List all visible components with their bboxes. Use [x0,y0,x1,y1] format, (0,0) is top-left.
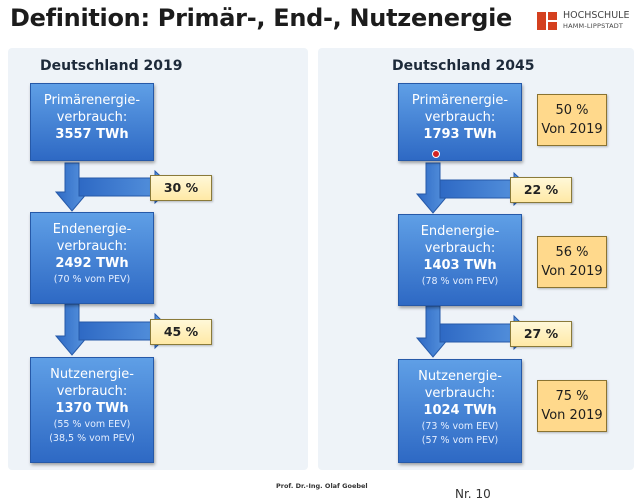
arrow-left-2 [54,303,173,356]
university-logo: HOCHSCHULE HAMM-LIPPSTADT [537,10,637,36]
logo-line1: HOCHSCHULE [563,10,630,21]
primary-label-2: verbrauch: [424,110,496,125]
useful-label-2: verbrauch: [424,386,496,401]
primary-label-2: verbrauch: [56,110,128,125]
final-value: 2492 TWh [55,256,129,271]
logo-mark-icon [537,12,559,30]
useful-value: 1370 TWh [55,401,129,416]
comparison-box-final: 56 % Von 2019 [537,236,607,288]
heading-2045: Deutschland 2045 [392,58,535,74]
final-label-1: Endenergie- [52,222,132,237]
author-footer: Prof. Dr.-Ing. Olaf Goebel [276,482,368,490]
pointer-dot [432,150,440,158]
comparison-ref: Von 2019 [541,122,603,137]
useful-value: 1024 TWh [423,403,497,418]
final-box-2045: Endenergie- verbrauch: 1403 TWh (78 % vo… [398,214,522,306]
arrow-left-1 [54,162,173,212]
final-note: (70 % vom PEV) [53,274,131,285]
loss-box-2045-2: 27 % [510,321,572,347]
comparison-box-primary: 50 % Von 2019 [537,94,607,146]
loss-box-2045-1: 22 % [510,177,572,203]
comparison-percent: 50 % [555,103,589,118]
comparison-ref: Von 2019 [541,264,603,279]
useful-label-1: Nutzenergie- [418,369,502,384]
useful-box-2045: Nutzenergie- verbrauch: 1024 TWh (73 % v… [398,359,522,463]
useful-label-1: Nutzenergie- [50,367,134,382]
heading-2019: Deutschland 2019 [40,58,183,74]
arrow-right-1 [415,162,532,214]
useful-box-2019: Nutzenergie- verbrauch: 1370 TWh (55 % v… [30,357,154,463]
slide-title: Definition: Primär-, End-, Nutzenergie [10,4,512,32]
final-label-1: Endenergie- [420,224,500,239]
primary-value: 3557 TWh [55,127,129,142]
final-value: 1403 TWh [423,258,497,273]
useful-label-2: verbrauch: [56,384,128,399]
comparison-percent: 56 % [555,245,589,260]
primary-label-1: Primärenergie- [411,93,509,108]
loss-box-2019-2: 45 % [150,319,212,345]
primary-label-1: Primärenergie- [43,93,141,108]
useful-note-1: (55 % vom EEV) [53,419,131,430]
useful-note-2: (38,5 % vom PEV) [49,433,135,444]
final-label-2: verbrauch: [424,241,496,256]
slide-number: Nr. 10 [455,487,491,501]
final-note: (78 % vom PEV) [421,276,499,287]
comparison-ref: Von 2019 [541,408,603,423]
useful-note-1: (73 % vom EEV) [421,421,499,432]
comparison-percent: 75 % [555,389,589,404]
comparison-box-useful: 75 % Von 2019 [537,380,607,432]
useful-note-2: (57 % vom PEV) [421,435,499,446]
primary-value: 1793 TWh [423,127,497,142]
logo-line2: HAMM-LIPPSTADT [563,22,624,30]
primary-box-2019: Primärenergie- verbrauch: 3557 TWh [30,83,154,161]
loss-box-2019-1: 30 % [150,175,212,201]
final-box-2019: Endenergie- verbrauch: 2492 TWh (70 % vo… [30,212,154,304]
primary-box-2045: Primärenergie- verbrauch: 1793 TWh [398,83,522,161]
final-label-2: verbrauch: [56,239,128,254]
